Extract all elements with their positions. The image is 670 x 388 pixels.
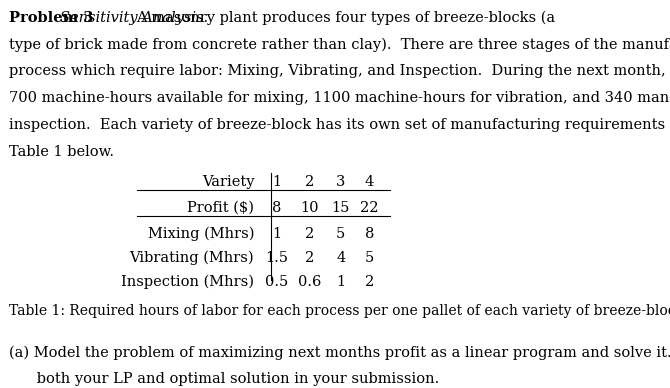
Text: 3: 3 xyxy=(336,175,346,189)
Text: 5: 5 xyxy=(365,251,375,265)
Text: inspection.  Each variety of breeze-block has its own set of manufacturing requi: inspection. Each variety of breeze-block… xyxy=(9,118,670,132)
Text: both your LP and optimal solution in your submission.: both your LP and optimal solution in you… xyxy=(9,372,440,386)
Text: 0.6: 0.6 xyxy=(298,275,322,289)
Text: Sensitivity Analysis.: Sensitivity Analysis. xyxy=(60,11,208,25)
Text: 1: 1 xyxy=(272,175,281,189)
Text: process which require labor: Mixing, Vibrating, and Inspection.  During the next: process which require labor: Mixing, Vib… xyxy=(9,64,670,78)
Text: 4: 4 xyxy=(336,251,346,265)
Text: Variety: Variety xyxy=(202,175,254,189)
Text: A masonry plant produces four types of breeze-blocks (a: A masonry plant produces four types of b… xyxy=(136,11,555,25)
Text: 8: 8 xyxy=(365,227,375,241)
Text: 700 machine-hours available for mixing, 1100 machine-hours for vibration, and 34: 700 machine-hours available for mixing, … xyxy=(9,91,670,105)
Text: 0.5: 0.5 xyxy=(265,275,288,289)
Text: Inspection (Mhrs): Inspection (Mhrs) xyxy=(121,275,254,289)
Text: 5: 5 xyxy=(336,227,346,241)
Text: 1: 1 xyxy=(272,227,281,241)
Text: Mixing (Mhrs): Mixing (Mhrs) xyxy=(148,227,254,241)
Text: (a) Model the problem of maximizing next months profit as a linear program and s: (a) Model the problem of maximizing next… xyxy=(9,345,670,360)
Text: 2: 2 xyxy=(305,227,314,241)
Text: Profit ($): Profit ($) xyxy=(187,201,254,215)
Text: 8: 8 xyxy=(272,201,281,215)
Text: Problem 3: Problem 3 xyxy=(9,11,94,25)
Text: 1.5: 1.5 xyxy=(265,251,288,265)
Text: 2: 2 xyxy=(365,275,375,289)
Text: 4: 4 xyxy=(365,175,375,189)
Text: 2: 2 xyxy=(305,251,314,265)
Text: type of brick made from concrete rather than clay).  There are three stages of t: type of brick made from concrete rather … xyxy=(9,38,670,52)
Text: Table 1 below.: Table 1 below. xyxy=(9,145,115,159)
Text: 15: 15 xyxy=(332,201,350,215)
Text: 22: 22 xyxy=(360,201,379,215)
Text: Table 1: Required hours of labor for each process per one pallet of each variety: Table 1: Required hours of labor for eac… xyxy=(9,304,670,318)
Text: 2: 2 xyxy=(305,175,314,189)
Text: Vibrating (Mhrs): Vibrating (Mhrs) xyxy=(129,251,254,265)
Text: 1: 1 xyxy=(336,275,345,289)
Text: 10: 10 xyxy=(300,201,319,215)
